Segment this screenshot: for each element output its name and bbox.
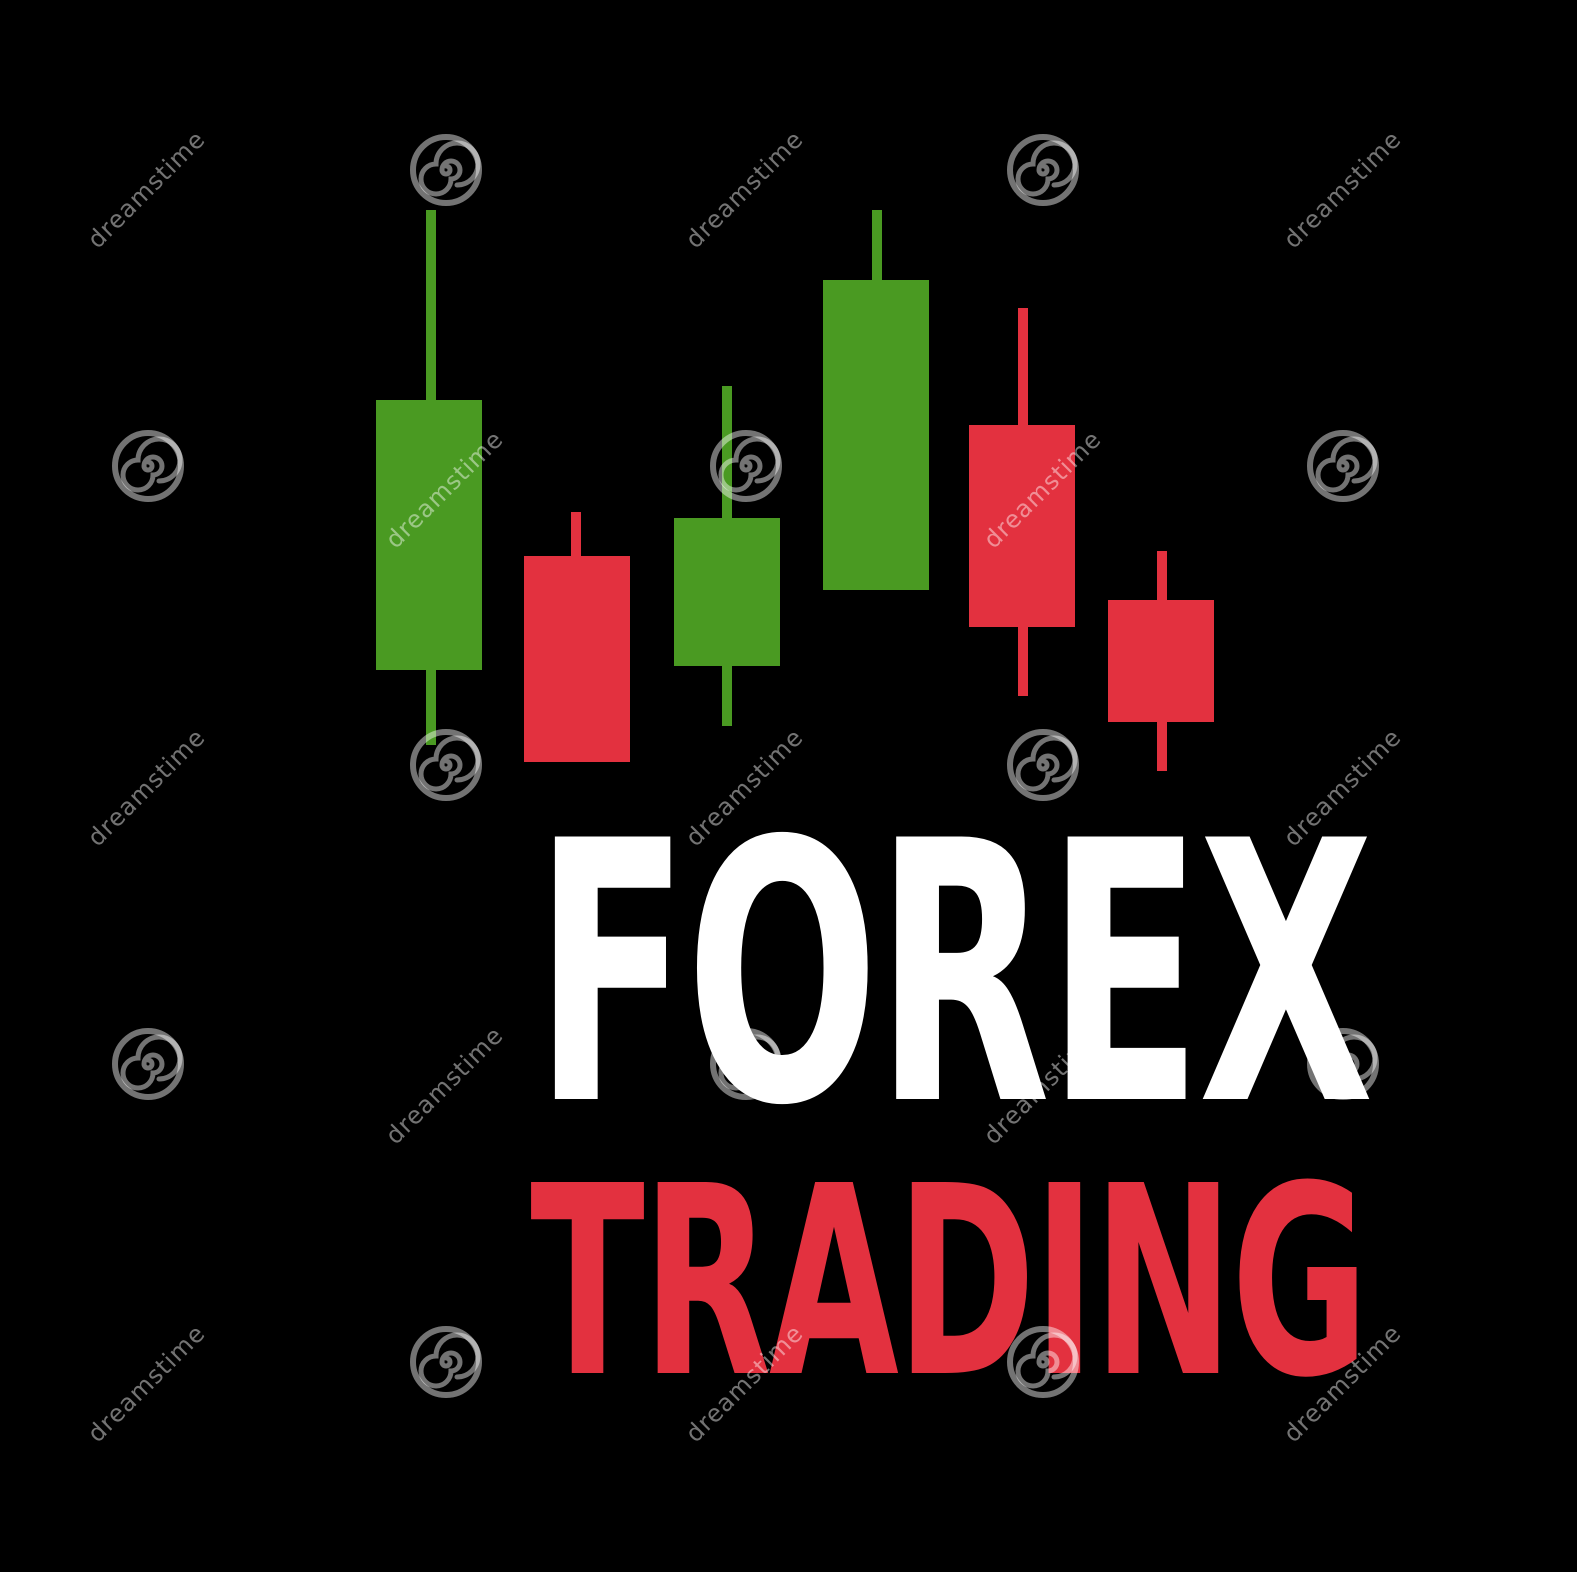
title-trading: TRADING — [530, 1130, 1369, 1435]
swirl-logo-icon — [410, 1326, 482, 1398]
candle-3-body — [674, 518, 780, 666]
candle-6-body — [1108, 600, 1214, 722]
candlestick-chart — [376, 210, 1214, 771]
candle-2-body — [524, 556, 630, 762]
candle-4-wick — [872, 210, 882, 285]
candle-4-body — [823, 280, 929, 590]
watermark-text: dreamstime — [380, 1021, 509, 1150]
candle-5-body — [969, 425, 1075, 627]
title-forex: FOREX — [533, 765, 1374, 1184]
swirl-logo-icon — [112, 1028, 184, 1100]
candle-2-wick — [571, 512, 581, 562]
watermark-text: dreamstime — [82, 1319, 211, 1448]
candle-1-body — [376, 400, 482, 670]
